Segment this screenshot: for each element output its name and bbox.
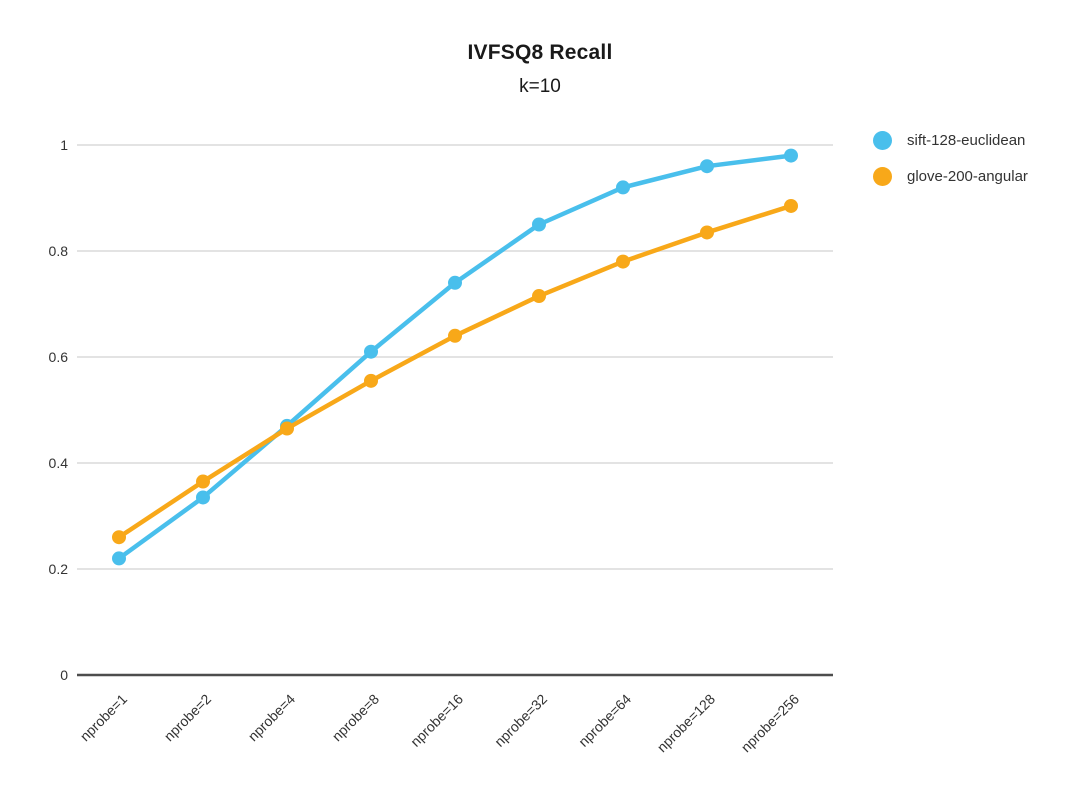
data-point-marker	[196, 474, 210, 489]
data-point-marker	[448, 275, 462, 290]
data-point-marker	[448, 328, 462, 343]
data-point-marker	[700, 225, 714, 240]
data-point-marker	[364, 344, 378, 359]
x-tick-label: nprobe=128	[654, 691, 719, 756]
y-tick-label: 1	[60, 137, 68, 153]
data-point-marker	[196, 490, 210, 505]
data-point-marker	[784, 198, 798, 213]
data-point-marker	[112, 551, 126, 566]
data-point-marker	[616, 254, 630, 269]
legend-label: glove-200-angular	[907, 168, 1028, 185]
chart-title: IVFSQ8 Recall	[467, 41, 613, 64]
series-line	[116, 203, 794, 540]
x-tick-label: nprobe=256	[738, 691, 803, 756]
data-point-marker	[280, 421, 294, 436]
data-point-marker	[616, 180, 630, 195]
x-tick-label: nprobe=8	[329, 691, 383, 745]
y-tick-label: 0.8	[49, 243, 69, 259]
data-point-marker	[532, 217, 546, 232]
x-tick-label: nprobe=16	[407, 691, 466, 750]
legend-item: glove-200-angular	[873, 167, 1028, 186]
y-tick-label: 0.4	[49, 455, 69, 471]
chart-subtitle: k=10	[519, 76, 561, 97]
y-tick-label: 0	[60, 667, 68, 683]
x-tick-label: nprobe=1	[77, 691, 131, 745]
y-tick-label: 0.2	[49, 561, 69, 577]
legend-swatch-icon	[873, 167, 892, 186]
data-point-marker	[532, 289, 546, 304]
data-point-marker	[112, 530, 126, 545]
legend-item: sift-128-euclidean	[873, 131, 1028, 150]
legend: sift-128-euclidean glove-200-angular	[873, 131, 1028, 186]
legend-swatch-icon	[873, 131, 892, 150]
data-point-marker	[784, 148, 798, 163]
x-tick-label: nprobe=2	[161, 691, 215, 745]
x-tick-label: nprobe=64	[575, 691, 634, 750]
x-tick-label: nprobe=4	[245, 691, 299, 745]
y-tick-label: 0.6	[49, 349, 69, 365]
x-tick-label: nprobe=32	[491, 691, 550, 750]
data-point-marker	[364, 373, 378, 388]
data-point-marker	[700, 159, 714, 174]
legend-label: sift-128-euclidean	[907, 132, 1026, 149]
